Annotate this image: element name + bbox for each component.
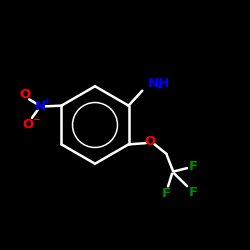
Text: O: O <box>145 134 156 147</box>
Text: NH: NH <box>147 78 170 90</box>
Text: F: F <box>188 160 198 173</box>
Text: O: O <box>20 88 31 101</box>
Text: +: + <box>44 97 51 106</box>
Text: O: O <box>23 118 34 131</box>
Text: 2: 2 <box>157 82 163 90</box>
Text: F: F <box>188 186 198 199</box>
Text: −: − <box>32 115 40 124</box>
Text: F: F <box>162 187 171 200</box>
Text: N: N <box>35 100 46 114</box>
